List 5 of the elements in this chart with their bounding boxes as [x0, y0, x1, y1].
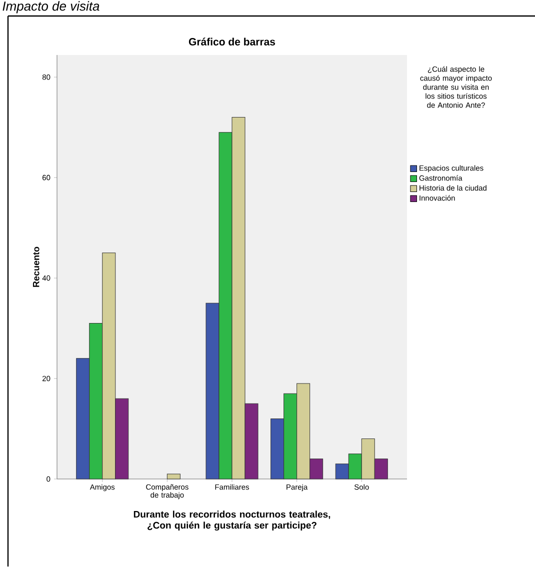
- y-axis-title: Recuento: [32, 246, 40, 287]
- bar: [166, 474, 180, 480]
- chart-title: Gráfico de barras: [188, 38, 276, 46]
- text: Impacto de visita: [2, 1, 100, 14]
- x-axis-title: Durante los recorridos nocturnos teatrales, ¿Con quién le gustaría ser participe?: [134, 510, 330, 531]
